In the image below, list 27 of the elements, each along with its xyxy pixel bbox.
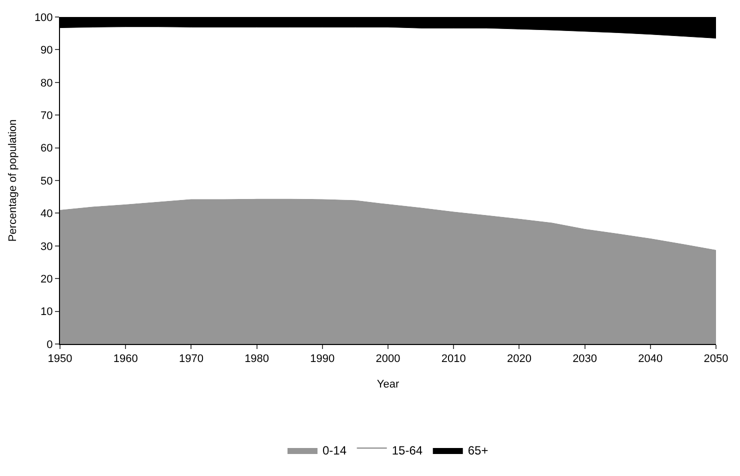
y-tick-label: 50 [40,175,53,188]
y-axis-title: Percentage of population [7,119,20,242]
y-tick-label: 10 [40,306,53,318]
x-tick-label: 2030 [572,353,598,366]
x-tick-label: 2010 [441,353,466,366]
legend-label: 65+ [468,444,488,458]
y-tick-label: 100 [34,12,53,24]
x-tick-label: 2000 [376,353,400,366]
y-tick-label: 80 [40,77,53,90]
y-tick-label: 20 [40,273,53,286]
y-tick-label: 30 [40,240,53,253]
y-tick-label: 40 [40,208,53,220]
y-tick-label: 60 [40,142,53,155]
x-tick-label: 1970 [178,353,204,366]
x-tick-label: 2020 [506,353,532,366]
y-tick-label: 90 [40,44,53,57]
x-tick-label: 2050 [704,353,728,366]
x-tick-label: 1980 [244,353,270,366]
x-tick-label: 1960 [113,353,138,366]
y-tick-label: 0 [46,338,53,351]
x-tick-label: 1950 [48,353,72,366]
x-tick-label: 2040 [638,353,663,366]
y-tick-label: 70 [40,110,53,122]
x-tick-label: 1990 [310,353,335,366]
legend-label: 0-14 [322,444,347,458]
legend-label: 15-64 [392,444,423,458]
x-axis-title: Year [376,378,400,390]
